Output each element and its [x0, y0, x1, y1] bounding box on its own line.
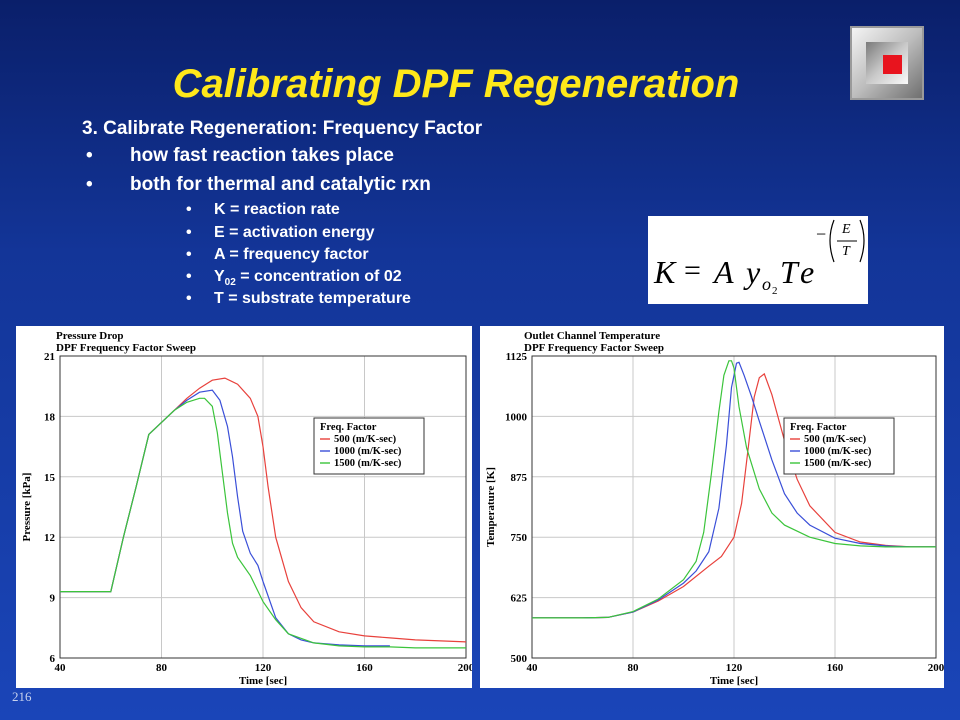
- sub-bullet-t: T = substrate temperature: [214, 290, 411, 307]
- y-subscript: 02: [224, 277, 236, 289]
- bullet-glyph: •: [86, 145, 93, 166]
- sub-bullet-k: K = reaction rate: [214, 201, 340, 218]
- eq-e: e: [800, 254, 815, 290]
- series-line-3: [60, 397, 466, 649]
- section-heading: 3. Calibrate Regeneration: Frequency Fac…: [82, 118, 483, 139]
- legend-title: Freq. Factor: [320, 422, 377, 433]
- x-tick-label: 40: [55, 662, 67, 674]
- sub-bullet-glyph: •: [186, 224, 192, 241]
- x-tick-label: 200: [928, 662, 944, 674]
- y-tick-label: 9: [50, 593, 56, 605]
- sub-bullet-glyph: •: [186, 201, 192, 218]
- eq-a: A: [714, 254, 734, 290]
- series-line-1: [532, 372, 936, 619]
- y-axis-label: Pressure [kPa]: [21, 473, 33, 542]
- eq-minus: −: [816, 224, 827, 244]
- eq-left-paren: [829, 219, 835, 263]
- y-tick-label: 1000: [505, 411, 528, 423]
- y-tick-label: 18: [44, 411, 56, 423]
- legend-label: 500 (m/K-sec): [804, 434, 867, 445]
- eq-den: T: [842, 244, 850, 259]
- x-axis-label: Time [sec]: [710, 675, 758, 687]
- y-suffix: = concentration of 02: [240, 268, 402, 285]
- sub-bullet-y: Y02 = concentration of 02: [214, 268, 402, 288]
- eq-y: y: [746, 254, 761, 290]
- slide-title: Calibrating DPF Regeneration: [172, 62, 740, 106]
- legend-box: [783, 417, 895, 475]
- x-tick-label: 120: [726, 662, 743, 674]
- y-tick-label: 1125: [506, 351, 528, 363]
- y-tick-label: 6: [50, 653, 56, 665]
- y-tick-label: 500: [511, 653, 528, 665]
- bullet-glyph: •: [86, 174, 93, 195]
- plot-frame: [59, 355, 467, 659]
- x-tick-label: 40: [527, 662, 539, 674]
- eq-paren-svg: [829, 219, 865, 263]
- eq-y-sub: o: [762, 274, 771, 294]
- eq-k: K: [654, 254, 676, 290]
- x-tick-label: 80: [628, 662, 640, 674]
- square-logo-icon: [850, 26, 924, 100]
- chart-subtitle: DPF Frequency Factor Sweep: [56, 342, 196, 354]
- x-tick-label: 160: [827, 662, 844, 674]
- y-axis-label: Temperature [K]: [485, 467, 497, 547]
- chart-title: Pressure Drop: [56, 330, 124, 342]
- y-tick-label: 21: [44, 351, 55, 363]
- eq-equals: =: [684, 254, 701, 287]
- sub-bullet-a: A = frequency factor: [214, 246, 369, 263]
- legend-label: 1000 (m/K-sec): [334, 446, 402, 457]
- logo-red-square: [883, 55, 902, 74]
- slide-number: 216: [12, 689, 32, 704]
- x-tick-label: 80: [156, 662, 168, 674]
- y-tick-label: 625: [511, 593, 528, 605]
- series-line-3: [532, 360, 936, 619]
- y-prefix: Y: [214, 268, 225, 285]
- chart-title: Outlet Channel Temperature: [524, 330, 660, 342]
- series-line-2: [532, 361, 936, 619]
- legend-label: 1000 (m/K-sec): [804, 446, 872, 457]
- legend-label: 500 (m/K-sec): [334, 434, 397, 445]
- sub-bullet-glyph: •: [186, 246, 192, 263]
- x-tick-label: 160: [356, 662, 373, 674]
- y-tick-label: 750: [511, 532, 528, 544]
- pressure-chart-panel: Pressure Drop DPF Frequency Factor Sweep 4…: [16, 326, 475, 688]
- rate-equation: K = A y o 2 T e − E T: [648, 216, 868, 304]
- legend-label: 1500 (m/K-sec): [334, 458, 402, 469]
- y-tick-label: 15: [44, 472, 56, 484]
- legend-box: [313, 417, 425, 475]
- plot-frame: [531, 355, 937, 659]
- eq-t: T: [780, 254, 798, 290]
- bullet-item: both for thermal and catalytic rxn: [130, 174, 431, 195]
- bullet-item: how fast reaction takes place: [130, 145, 394, 166]
- y-tick-label: 12: [44, 532, 56, 544]
- x-tick-label: 200: [458, 662, 472, 674]
- legend-label: 1500 (m/K-sec): [804, 458, 872, 469]
- eq-y-sub2: 2: [772, 285, 778, 297]
- chart-subtitle: DPF Frequency Factor Sweep: [524, 342, 664, 354]
- y-tick-label: 875: [511, 472, 528, 484]
- temperature-chart-panel: Outlet Channel Temperature DPF Frequency …: [480, 326, 945, 688]
- x-tick-label: 120: [255, 662, 272, 674]
- eq-right-paren: [859, 219, 865, 263]
- eq-num: E: [842, 222, 851, 237]
- sub-bullet-glyph: •: [186, 268, 192, 285]
- sub-bullet-e: E = activation energy: [214, 224, 375, 241]
- x-axis-label: Time [sec]: [239, 675, 287, 687]
- legend-title: Freq. Factor: [790, 422, 847, 433]
- sub-bullet-glyph: •: [186, 290, 192, 307]
